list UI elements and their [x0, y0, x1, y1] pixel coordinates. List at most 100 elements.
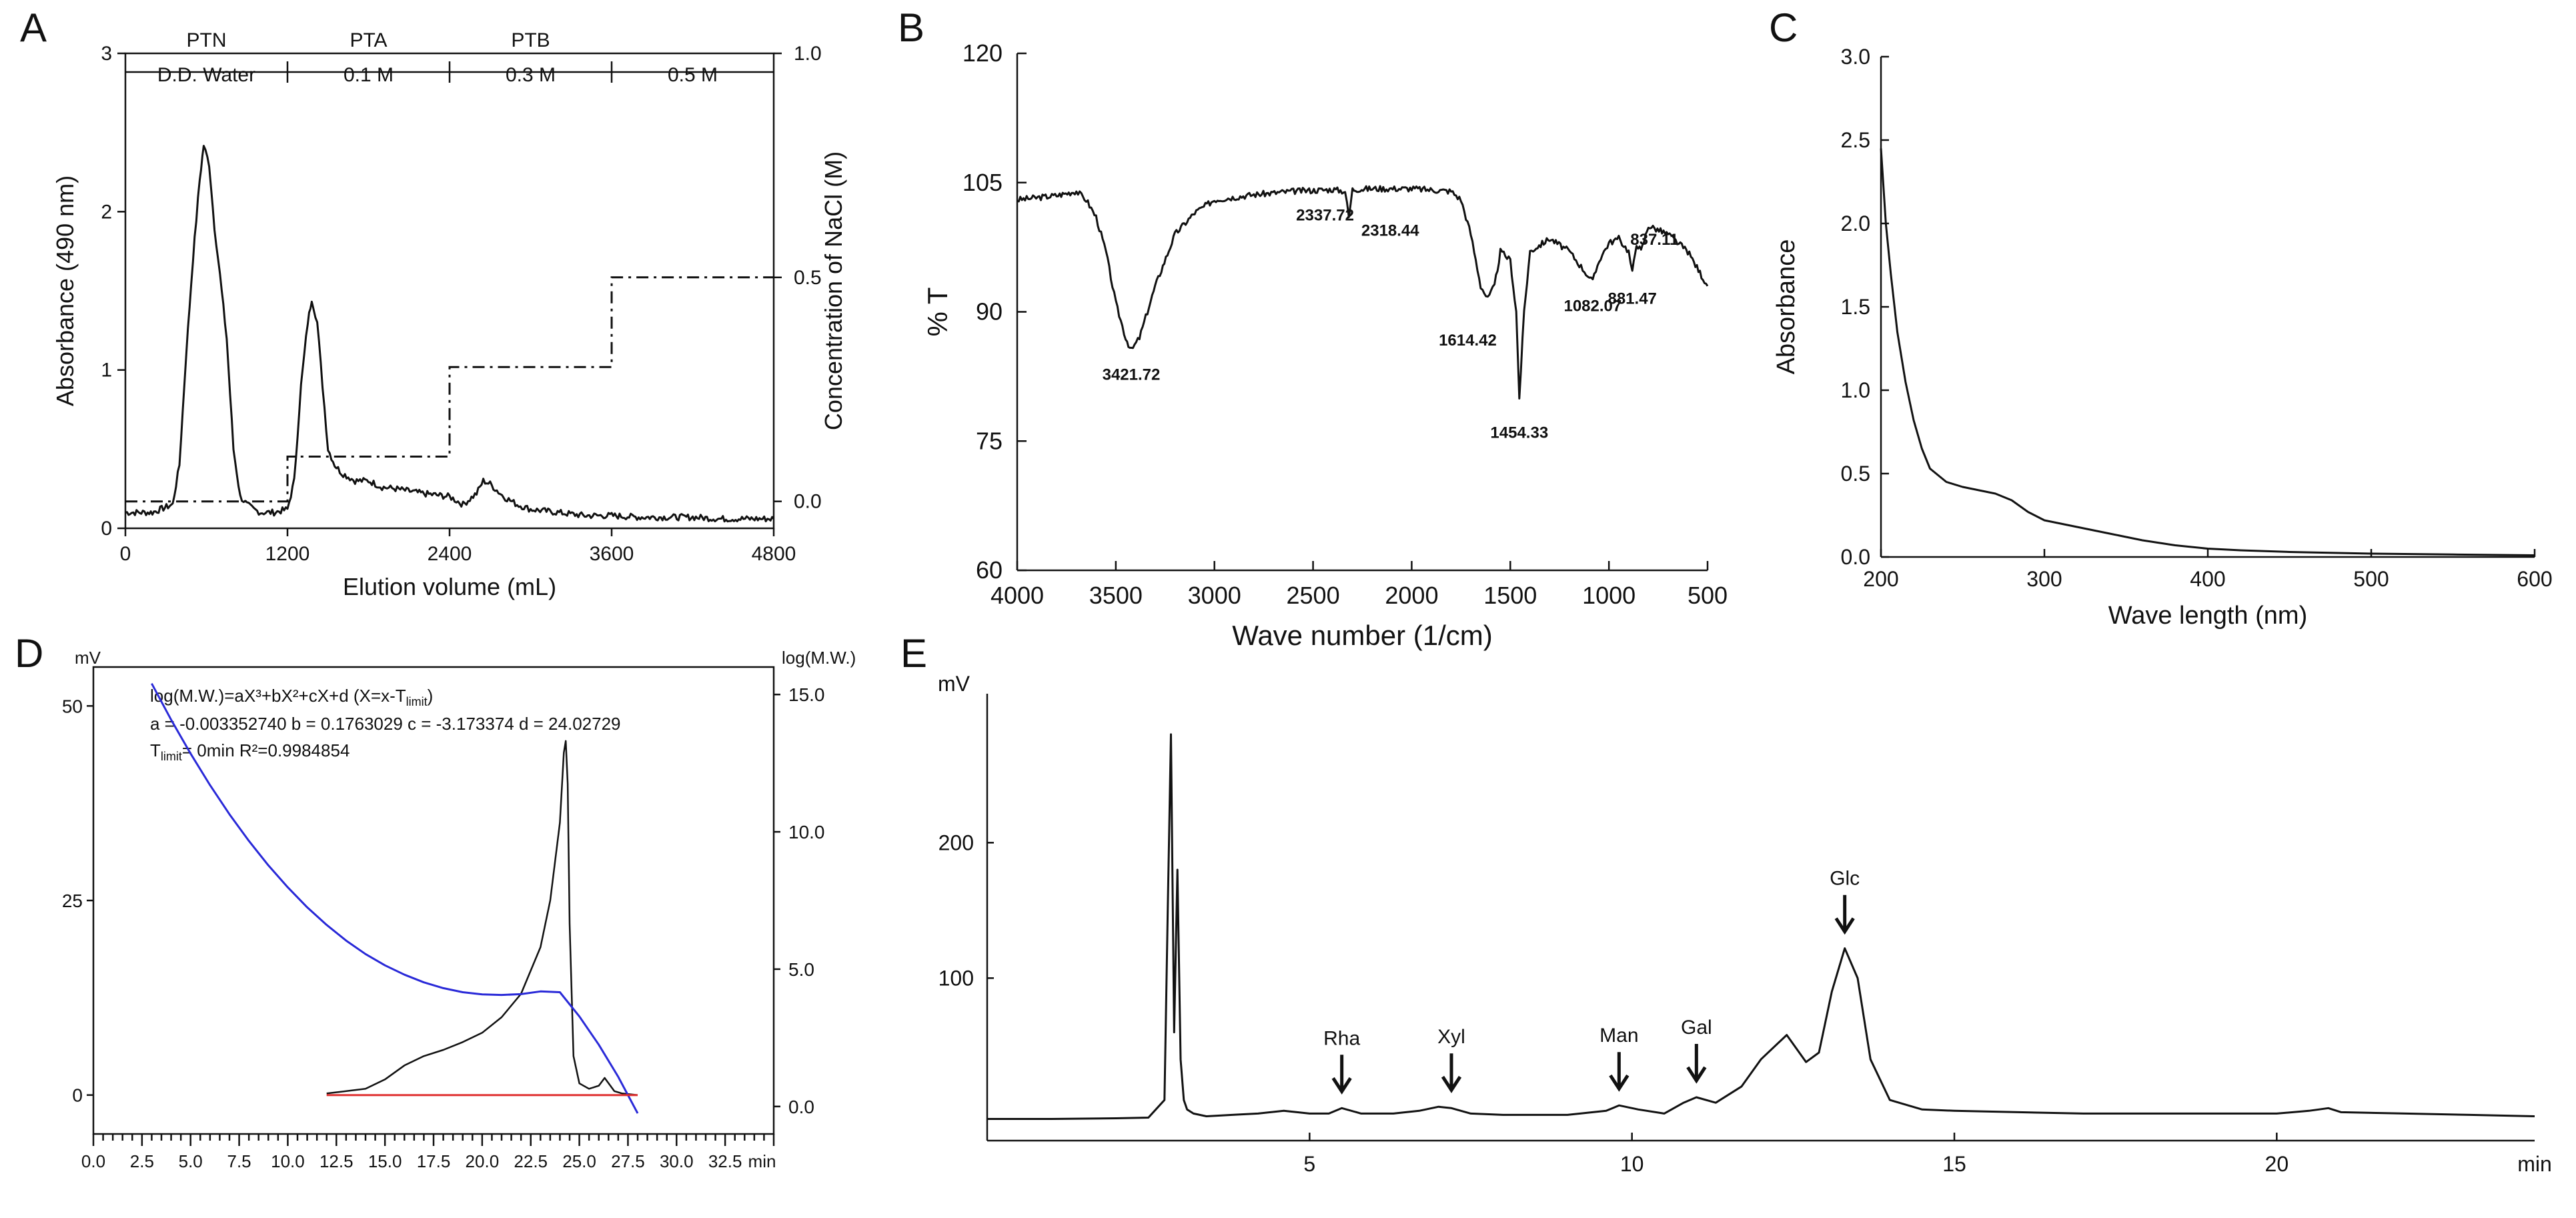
- y-tick-label: 1: [101, 360, 112, 382]
- x-tick-label: 32.5: [708, 1151, 742, 1171]
- y2-axis-label: Concentration of NaCl (M): [820, 151, 847, 430]
- x-tick-label: 30.0: [660, 1151, 694, 1171]
- x-tick-label: 3600: [590, 543, 634, 565]
- x-tick-label: 15: [1942, 1152, 1966, 1176]
- x-tick-label: 2000: [1385, 582, 1438, 609]
- fraction-eluent: 0.1 M: [344, 64, 394, 86]
- y-tick-label: 75: [976, 427, 1003, 454]
- x-tick-label: 25.0: [562, 1151, 596, 1171]
- peak-label-glc: Glc: [1830, 868, 1860, 890]
- peak-label: 2318.44: [1361, 221, 1419, 239]
- y2-tick-label: 1.0: [794, 43, 822, 65]
- x-tick-label: 20.0: [466, 1151, 500, 1171]
- fraction-name: PTN: [187, 29, 227, 51]
- y-tick-label: 2.5: [1841, 128, 1870, 152]
- nacl-gradient-line: [125, 276, 774, 503]
- y-tick-label: 25: [62, 890, 83, 911]
- peak-arrow-head: [1609, 1074, 1630, 1092]
- x-tick-label: 2400: [428, 543, 472, 565]
- y-tick-label: 0.0: [1841, 545, 1870, 569]
- x-tick-label: 2.5: [130, 1151, 154, 1171]
- panel-letter-e: E: [900, 631, 927, 676]
- x-tick-label: 3500: [1089, 582, 1143, 609]
- y2-tick-label: 5.0: [788, 959, 814, 980]
- equation-line-2: a = -0.003352740 b = 0.1763029 c = -3.17…: [150, 714, 621, 734]
- x-tick-label: 17.5: [417, 1151, 451, 1171]
- x-tick-label: 0.0: [81, 1151, 105, 1171]
- x-tick-label: 600: [2517, 567, 2552, 591]
- y2-tick-label: 10.0: [788, 822, 825, 842]
- fraction-eluent: D.D. Water: [157, 64, 255, 86]
- equation-line-1: log(M.W.)=aX³+bX²+cX+d (X=x-Tlimit): [150, 686, 433, 708]
- y-tick-label: 0.5: [1841, 462, 1870, 486]
- y-tick-label: 1.5: [1841, 295, 1870, 319]
- y2-tick-label: 0.0: [788, 1097, 814, 1117]
- peak-label: 1454.33: [1490, 424, 1548, 442]
- x-tick-label: 12.5: [319, 1151, 354, 1171]
- fraction-eluent: 0.3 M: [506, 64, 556, 86]
- peak-label-xyl: Xyl: [1437, 1026, 1465, 1048]
- x-tick-label: 27.5: [611, 1151, 645, 1171]
- equation-line-3: Tlimit= 0min R²=0.9984854: [150, 740, 350, 763]
- y-tick-label: 60: [976, 556, 1003, 584]
- y-tick-label: 1.0: [1841, 378, 1870, 402]
- y-tick-label: 200: [938, 830, 974, 854]
- y-axis-label: % T: [922, 287, 953, 337]
- y-tick-label: 3: [101, 43, 112, 65]
- y-tick-label: 120: [962, 39, 1003, 67]
- y-tick-label: 0: [101, 518, 112, 540]
- y-axis-label: Absorbance (490 nm): [51, 175, 79, 406]
- x-tick-label: 3000: [1188, 582, 1241, 609]
- x-tick-label: 5.0: [179, 1151, 203, 1171]
- x-tick-label: 22.5: [514, 1151, 548, 1171]
- fraction-name: PTB: [511, 29, 550, 51]
- fraction-name: PTA: [350, 29, 387, 51]
- absorbance-line: [125, 145, 775, 523]
- peak-label: 1614.42: [1439, 332, 1497, 350]
- x-tick-label: 300: [2026, 567, 2062, 591]
- y-tick-label: 105: [962, 169, 1003, 196]
- panel-letter-b: B: [898, 5, 924, 50]
- x-axis-unit-label: min: [748, 1151, 776, 1171]
- y2-tick-label: 0.0: [794, 491, 822, 513]
- x-tick-label: 20: [2265, 1152, 2289, 1176]
- peak-label: 3421.72: [1103, 366, 1161, 384]
- panel-letter-c: C: [1769, 5, 1798, 50]
- y-tick-label: 100: [938, 966, 974, 990]
- y-tick-label: 3.0: [1841, 45, 1870, 69]
- x-tick-label: 500: [1688, 582, 1728, 609]
- x-tick-label: 10: [1620, 1152, 1644, 1176]
- peak-arrow-head: [1441, 1075, 1462, 1093]
- x-axis-label: Wave number (1/cm): [1232, 620, 1493, 651]
- peak-label: 881.47: [1607, 289, 1656, 308]
- x-tick-label: 400: [2190, 567, 2225, 591]
- y-tick-label: 90: [976, 298, 1003, 326]
- panel-letter-d: D: [15, 631, 43, 676]
- panel-c: C 200 300 400 500 600 0.0 0.5 1.0 1.5 2.0 2.5 3.0 Wav…: [1769, 5, 2553, 630]
- chromatogram-line: [987, 733, 2535, 1120]
- calibration-line: [151, 682, 639, 1114]
- panel-e: EmV 100 200 5 10 15 20 min Rha Xyl Man Gal Glc: [900, 631, 2552, 1176]
- uv-spectrum-line: [1880, 148, 2535, 556]
- x-axis-label: Elution volume (mL): [343, 573, 556, 600]
- x-tick-label: 0: [120, 543, 131, 565]
- peak-arrow-head: [1834, 917, 1855, 935]
- x-tick-label: 15.0: [368, 1151, 402, 1171]
- y2-tick-label: 15.0: [788, 684, 825, 705]
- peak-label: 2337.72: [1296, 207, 1354, 225]
- x-tick-label: 2500: [1287, 582, 1340, 609]
- x-tick-label: 1200: [265, 543, 310, 565]
- y-tick-label: 0: [72, 1085, 83, 1106]
- x-tick-label: 4800: [752, 543, 796, 565]
- x-axis-label: Wave length (nm): [2108, 602, 2307, 630]
- y-tick-label: 2.0: [1841, 211, 1870, 235]
- x-axis-unit-label: min: [2517, 1152, 2552, 1176]
- x-tick-label: 1500: [1483, 582, 1537, 609]
- ir-spectrum-line: [1017, 185, 1709, 400]
- x-tick-label: 500: [2353, 567, 2389, 591]
- y-tick-label: 50: [62, 696, 83, 716]
- y-axis-unit-label: mV: [75, 648, 101, 668]
- y-axis-unit-label: mV: [938, 672, 971, 696]
